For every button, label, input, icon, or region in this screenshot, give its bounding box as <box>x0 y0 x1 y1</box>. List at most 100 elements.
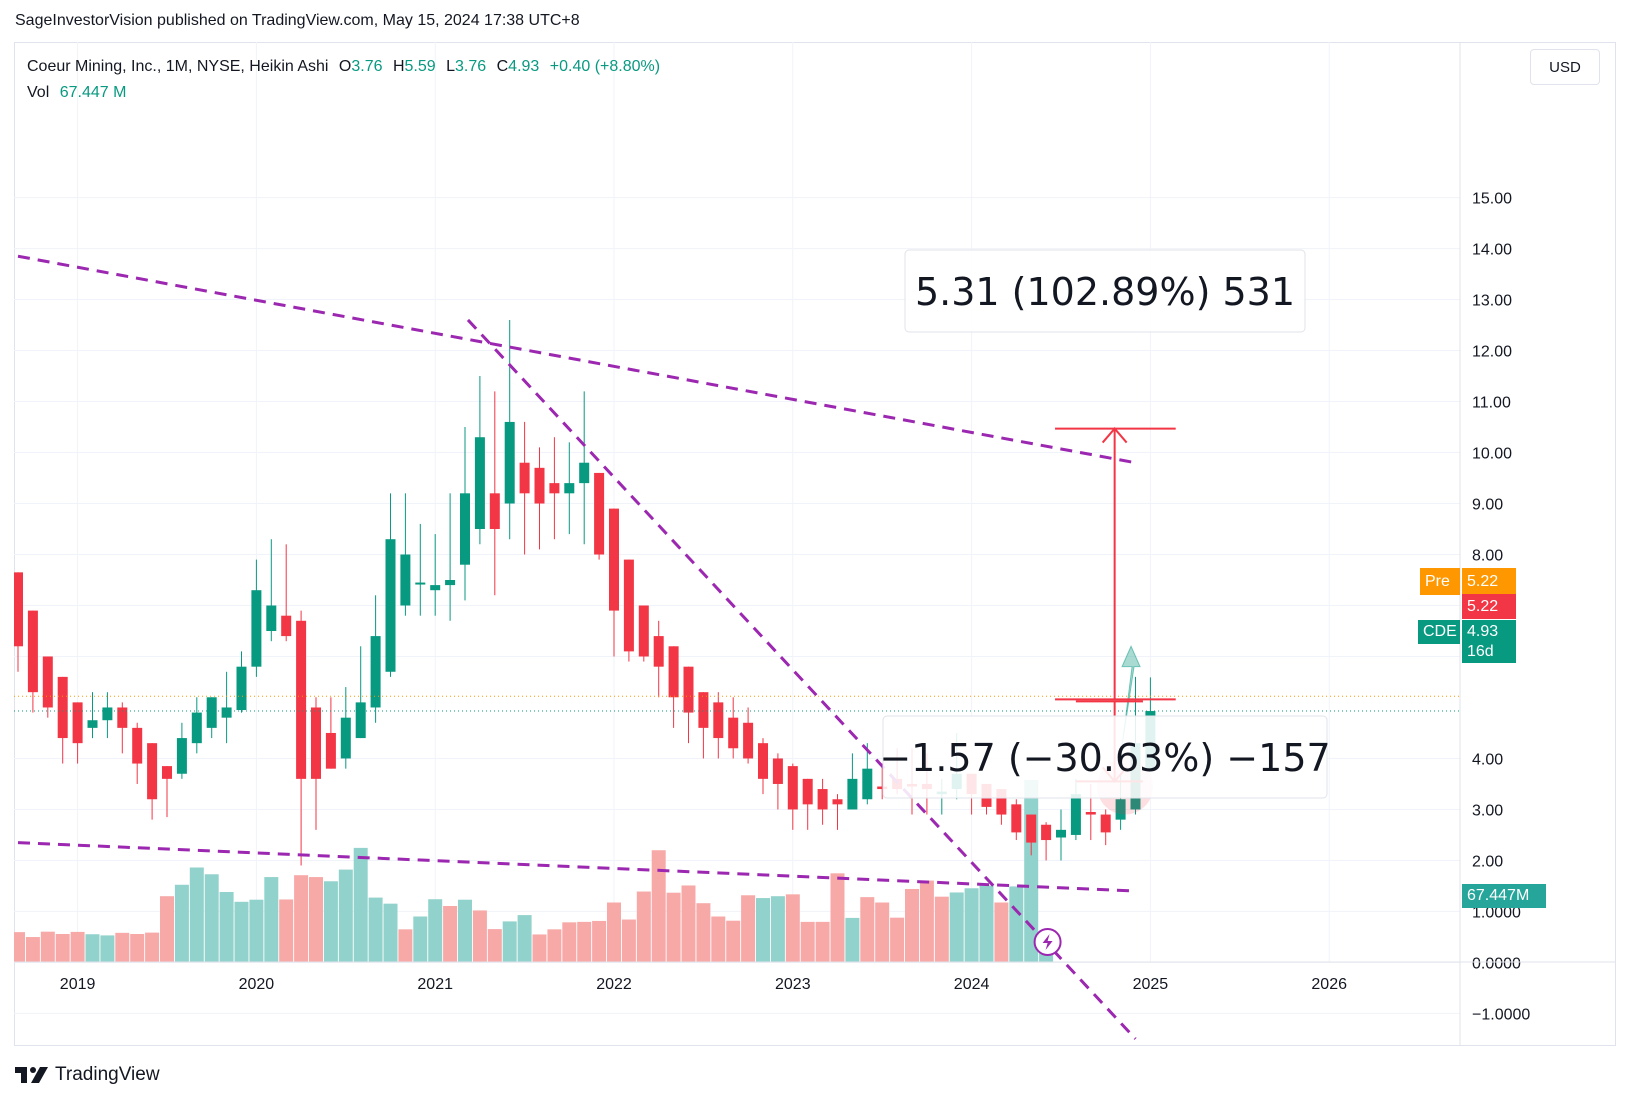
volume-bar <box>174 884 189 962</box>
y-axis-tick-label: 9.00 <box>1472 497 1503 514</box>
volume-bar <box>14 932 25 962</box>
currency-button[interactable]: USD <box>1530 49 1600 85</box>
candle-body <box>579 462 590 484</box>
volume-bar <box>1009 886 1024 962</box>
volume-bar <box>696 903 711 962</box>
candle <box>162 766 172 818</box>
volume-bar <box>607 902 621 962</box>
candle-body <box>325 732 336 769</box>
price-chart[interactable]: 2019 2020 2021 2022 2023 2024 2025 2026 15.00 14.… <box>14 42 1616 1046</box>
candle <box>117 702 128 754</box>
candle <box>42 656 53 718</box>
volume-bar <box>458 899 472 962</box>
candle-body <box>519 462 530 494</box>
candle <box>1026 814 1037 856</box>
y-axis-tick-label: 15.00 <box>1472 191 1512 208</box>
lightning-glyph <box>1042 934 1053 950</box>
volume-bar <box>756 898 770 962</box>
volume-bar <box>860 897 875 962</box>
candle <box>877 763 888 800</box>
open-label: O <box>338 58 352 75</box>
volume-bar <box>711 916 726 962</box>
candle-body <box>430 585 441 591</box>
brand-name: TradingView <box>55 1064 160 1085</box>
candle <box>758 738 768 795</box>
candle-body <box>564 483 575 494</box>
chart-frame <box>14 42 1616 1046</box>
x-axis-tick-label: 2024 <box>954 976 990 993</box>
volume-bar <box>905 888 919 962</box>
candle <box>474 376 485 545</box>
volume-bar <box>130 934 145 962</box>
candle-body <box>1100 814 1111 833</box>
x-axis-tick-label: 2019 <box>60 976 96 993</box>
candle-body <box>474 437 485 530</box>
candle <box>251 559 262 677</box>
candle <box>668 646 679 728</box>
candle-body <box>415 582 426 585</box>
candle-body <box>698 692 709 728</box>
y-axis-tick-label: 13.00 <box>1472 293 1512 310</box>
y-axis-tick-label: 12.00 <box>1472 344 1512 361</box>
volume-bar <box>532 934 547 962</box>
volume-bar <box>621 919 636 962</box>
candle <box>862 743 873 805</box>
candle <box>266 539 277 642</box>
trendlines <box>17 254 1137 1040</box>
candle <box>415 523 426 616</box>
volume-bar <box>443 906 458 962</box>
volume-bar <box>979 885 994 962</box>
candle <box>400 493 411 616</box>
volume-bar <box>309 877 323 962</box>
candle-body <box>311 707 321 779</box>
candle <box>102 692 113 739</box>
candle-body <box>594 472 605 555</box>
candle-body <box>862 768 873 800</box>
volume-bar <box>85 934 100 962</box>
candle-body <box>162 766 172 779</box>
y-axis-tick-label: 0.0000 <box>1472 955 1521 972</box>
trendline <box>466 318 1137 1040</box>
candle <box>325 697 336 769</box>
volume-bar <box>279 899 294 962</box>
y-axis-tick-label: 3.00 <box>1472 802 1503 819</box>
low-label: L <box>446 58 456 75</box>
candle <box>653 620 664 698</box>
volume-bar <box>368 897 383 962</box>
candle <box>728 697 739 759</box>
candle <box>1041 822 1052 861</box>
tradingview-brand[interactable]: TradingView <box>15 1064 160 1086</box>
legend-ohlc-row: Coeur Mining, Inc., 1M, NYSE, Heikin Ash… <box>27 54 660 80</box>
volume-bar <box>562 922 577 962</box>
candle <box>460 427 470 601</box>
candle-body <box>221 707 232 718</box>
candle-body <box>772 758 783 784</box>
lower-measure-label-box <box>882 715 1328 799</box>
candle-body <box>400 554 411 606</box>
candle-body <box>460 493 470 565</box>
volume-bar <box>741 895 756 962</box>
candle-body <box>1056 829 1066 838</box>
candle <box>579 391 590 545</box>
volume-bar <box>428 899 443 962</box>
candle-body <box>176 738 187 774</box>
candle-body <box>847 778 858 810</box>
volume-bar <box>919 880 934 962</box>
candle <box>430 534 441 616</box>
candle <box>534 447 545 550</box>
candle-body <box>117 707 128 728</box>
trendline <box>17 254 1136 465</box>
y-axis-tick-label: 2.00 <box>1472 853 1503 870</box>
candle <box>370 595 381 723</box>
candle-body <box>355 702 366 739</box>
candle <box>281 544 292 642</box>
legend-volume-row: Vol 67.447 M <box>27 80 660 106</box>
candle-body <box>638 605 649 657</box>
y-axis-tick-label: 14.00 <box>1472 242 1512 259</box>
upper-measure-label-text: 5.31 (102.89%) 531 <box>915 270 1295 314</box>
volume-bar <box>264 877 279 962</box>
high-value: 5.59 <box>404 58 436 75</box>
volume-value: 67.447 M <box>59 84 127 101</box>
volume-bar <box>294 875 309 962</box>
last-price-value: 4.93 <box>1467 623 1499 640</box>
